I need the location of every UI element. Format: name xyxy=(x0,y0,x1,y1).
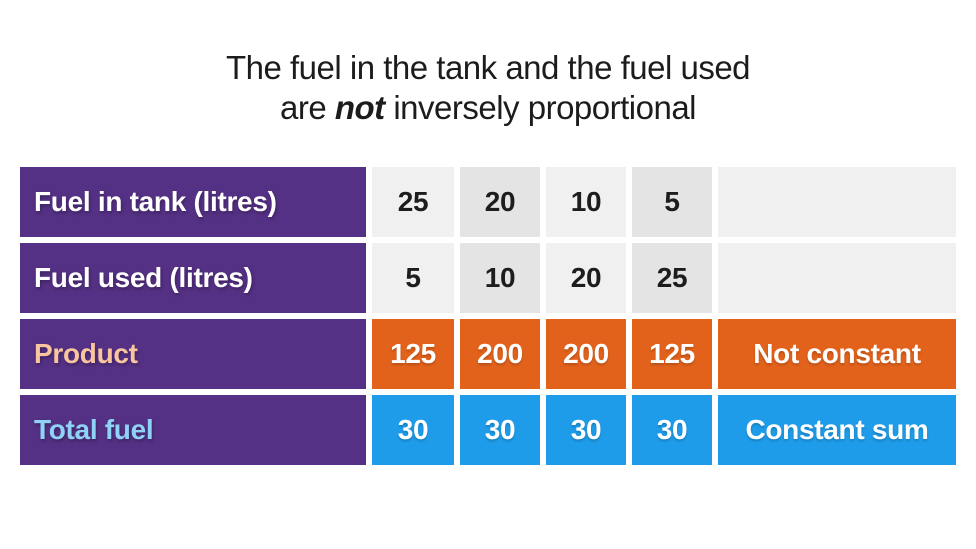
value-cell: 30 xyxy=(372,395,454,465)
title-line-2-suffix: inversely proportional xyxy=(384,89,697,127)
value-cell: 125 xyxy=(372,319,454,389)
value-cell: 5 xyxy=(632,167,712,237)
title-emphasis: not xyxy=(334,89,385,127)
empty-note-cell xyxy=(718,243,956,313)
value-cell: 30 xyxy=(632,395,712,465)
value-cell: 125 xyxy=(632,319,712,389)
row-note: Not constant xyxy=(718,319,956,389)
value-cell: 20 xyxy=(460,167,540,237)
title-line-2-prefix: are xyxy=(279,89,335,127)
empty-note-cell xyxy=(718,167,956,237)
row-label: Total fuel xyxy=(34,414,154,445)
page-title: The fuel in the tank and the fuel used a… xyxy=(0,48,976,129)
row-label: Product xyxy=(34,338,138,369)
title-line-1-text: The fuel in the tank and the fuel used xyxy=(225,49,751,86)
value-cell: 5 xyxy=(372,243,454,313)
value-cell: 25 xyxy=(632,243,712,313)
value-cell: 30 xyxy=(546,395,626,465)
proportion-table: Fuel in tank (litres) 25 20 10 5 Fuel used (l… xyxy=(20,167,956,465)
value-cell: 30 xyxy=(460,395,540,465)
title-line-1: The fuel in the tank and the fuel used xyxy=(0,48,976,88)
row-label: Fuel in tank (litres) xyxy=(34,186,277,217)
row-label-cell: Product xyxy=(20,319,366,389)
row-label-cell: Total fuel xyxy=(20,395,366,465)
row-label: Fuel used (litres) xyxy=(34,262,253,293)
title-line-2: are not inversely proportional xyxy=(0,88,976,128)
row-note: Constant sum xyxy=(718,395,956,465)
row-label-cell: Fuel used (litres) xyxy=(20,243,366,313)
value-cell: 200 xyxy=(546,319,626,389)
value-cell: 20 xyxy=(546,243,626,313)
value-cell: 10 xyxy=(546,167,626,237)
row-label-cell: Fuel in tank (litres) xyxy=(20,167,366,237)
value-cell: 25 xyxy=(372,167,454,237)
value-cell: 200 xyxy=(460,319,540,389)
value-cell: 10 xyxy=(460,243,540,313)
